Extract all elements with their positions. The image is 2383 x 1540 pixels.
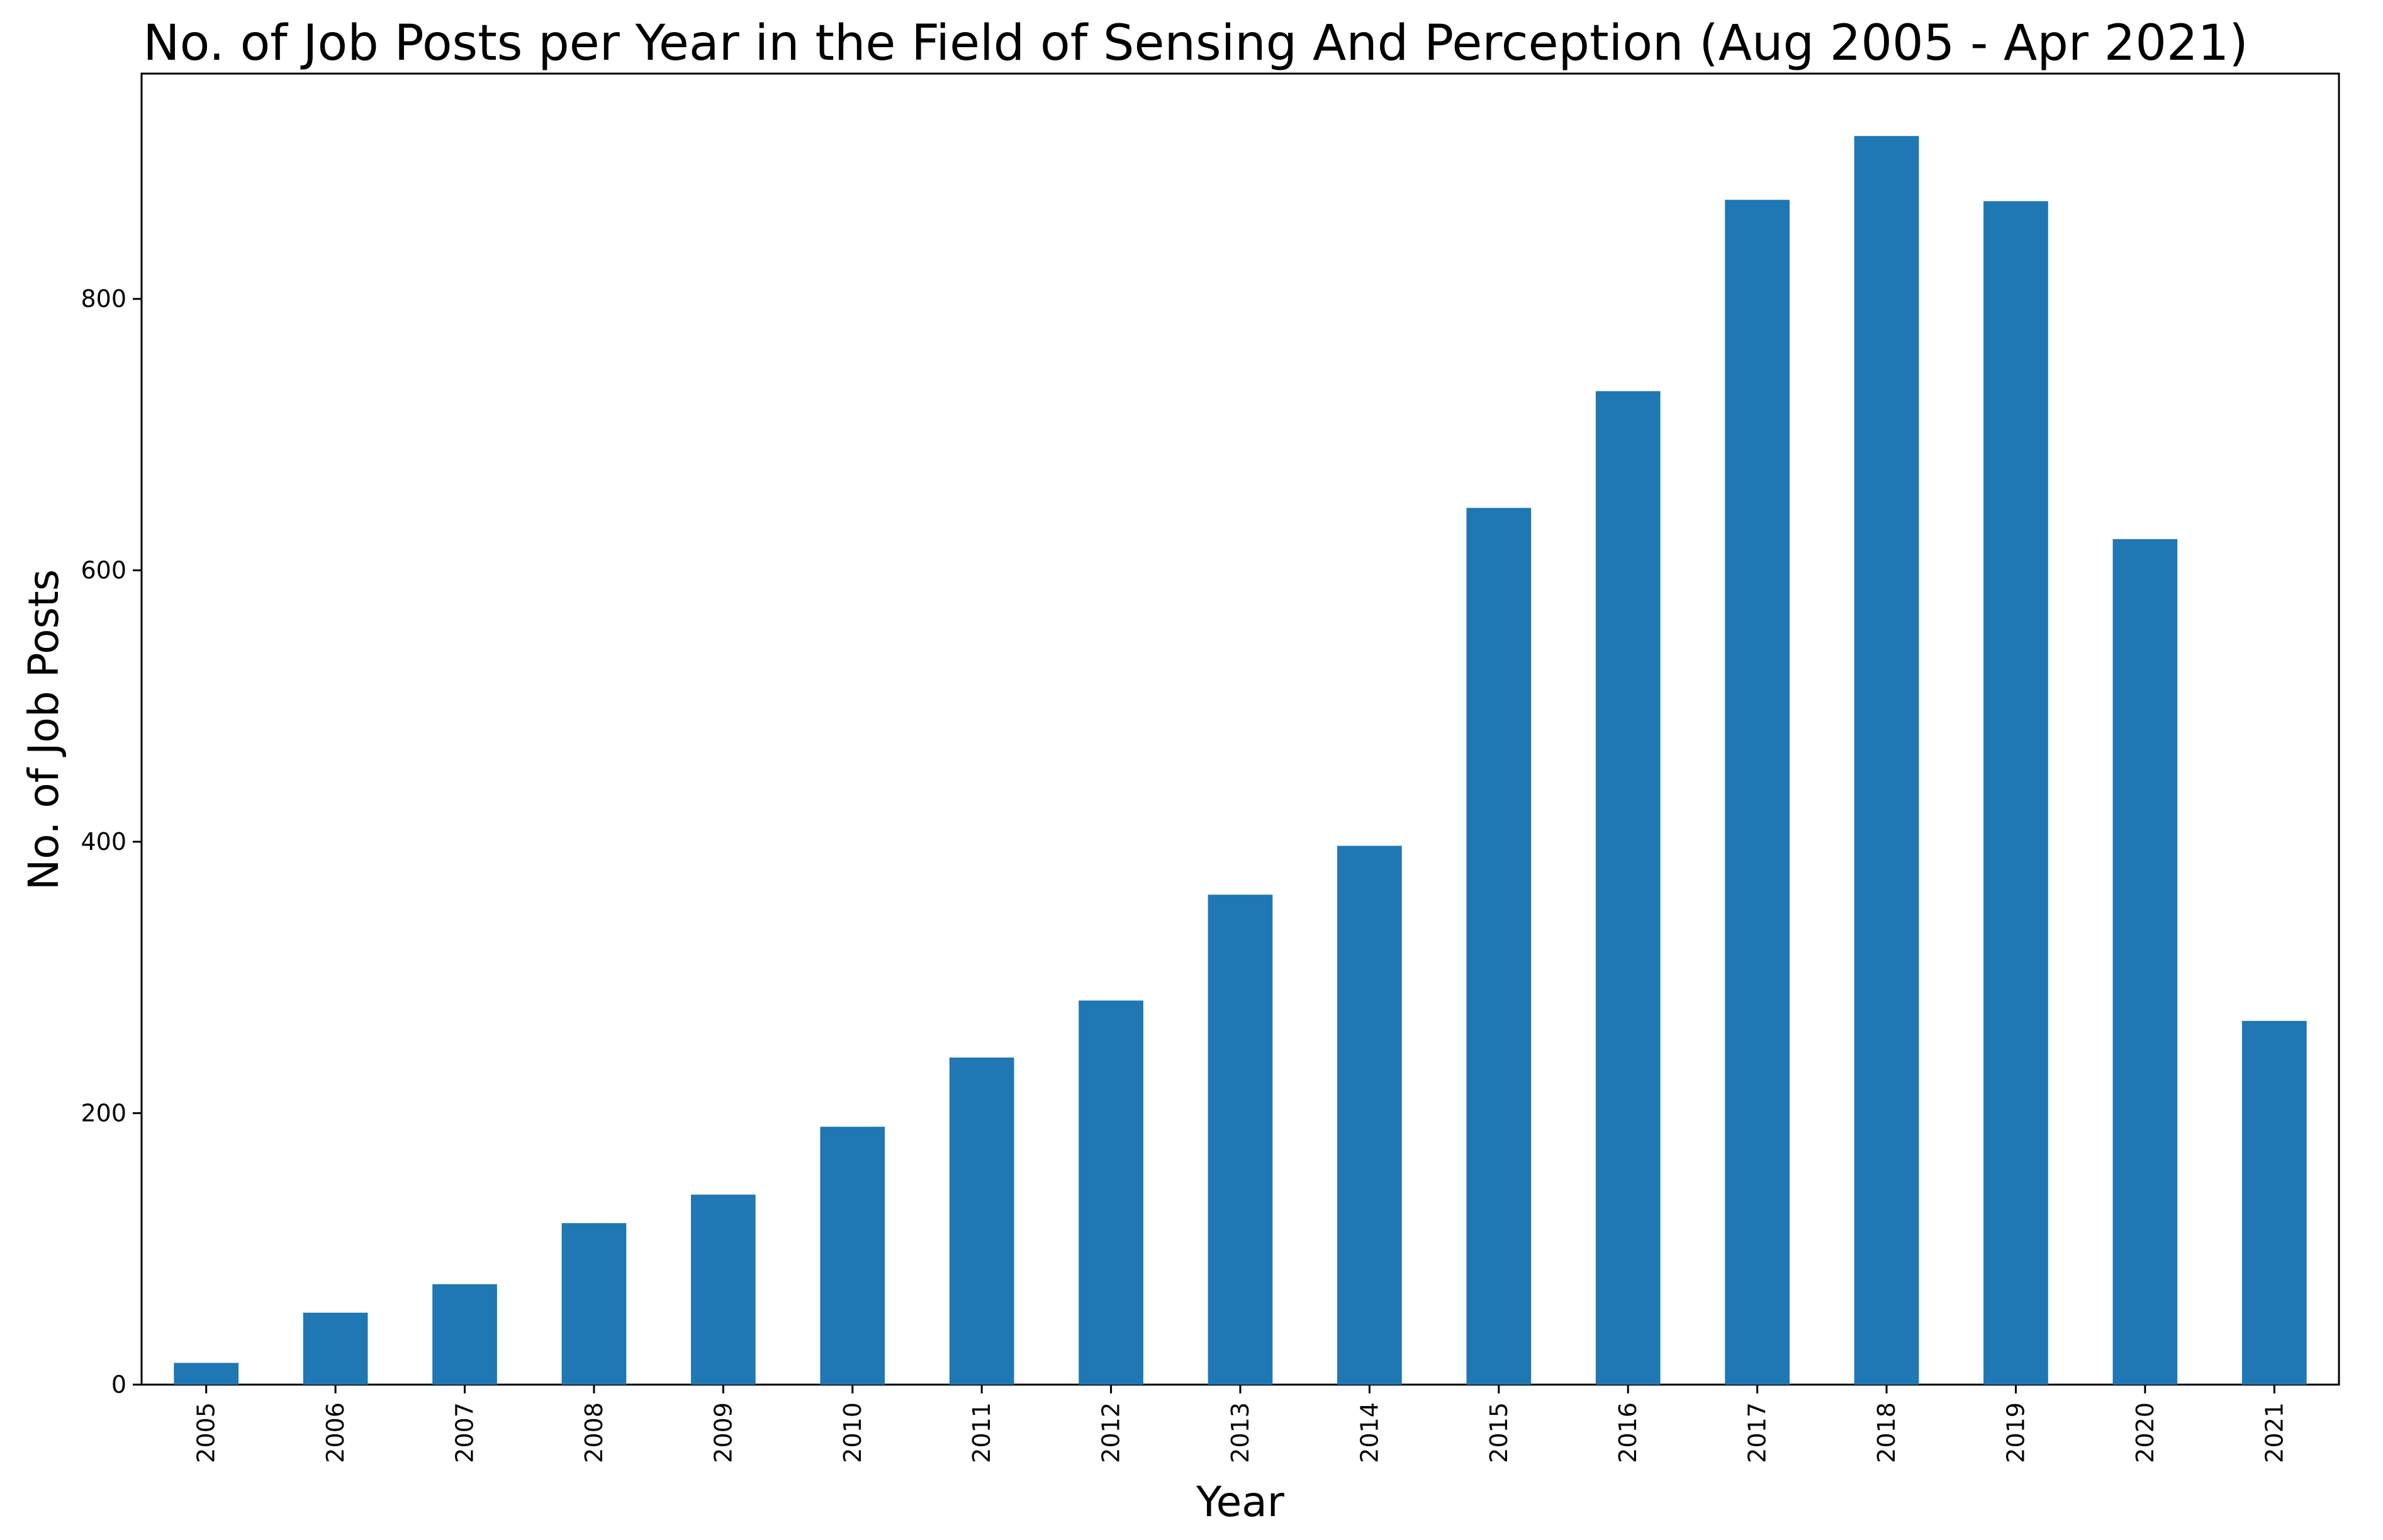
x-tick-label: 2021 bbox=[2260, 1402, 2288, 1463]
x-tick-label: 2015 bbox=[1485, 1402, 1513, 1463]
x-tick-label: 2020 bbox=[2131, 1402, 2159, 1463]
x-axis-label: Year bbox=[1196, 1478, 1285, 1526]
x-tick-label: 2011 bbox=[968, 1402, 995, 1463]
y-tick-label: 800 bbox=[81, 285, 126, 313]
x-tick-label: 2010 bbox=[839, 1402, 866, 1463]
x-tick-label: 2009 bbox=[709, 1402, 737, 1463]
y-tick-label: 600 bbox=[81, 557, 126, 584]
bar-2013 bbox=[1208, 895, 1273, 1385]
x-tick-label: 2006 bbox=[322, 1402, 349, 1463]
bar-2016 bbox=[1595, 391, 1661, 1385]
bar-2020 bbox=[2112, 538, 2178, 1385]
bar-2014 bbox=[1337, 845, 1402, 1385]
bar-2012 bbox=[1079, 1000, 1143, 1385]
bar-2005 bbox=[174, 1363, 239, 1385]
x-axis-ticks: 2005 2006 2007 2008 2009 2010 2011 2012 2013 2014… bbox=[193, 1385, 2288, 1463]
x-tick-label: 2008 bbox=[580, 1402, 608, 1463]
bar-2017 bbox=[1725, 199, 1790, 1385]
y-tick-label: 400 bbox=[81, 828, 126, 856]
y-axis-label: No. of Job Posts bbox=[20, 569, 68, 890]
bar-2007 bbox=[432, 1284, 497, 1385]
bar-2021 bbox=[2241, 1020, 2307, 1385]
bar-2006 bbox=[303, 1312, 368, 1385]
x-tick-label: 2017 bbox=[1744, 1402, 1771, 1463]
bar-2018 bbox=[1854, 136, 1919, 1385]
bar-2009 bbox=[691, 1194, 756, 1385]
y-tick-label: 0 bbox=[111, 1371, 126, 1398]
y-tick-label: 200 bbox=[81, 1100, 126, 1127]
x-tick-label: 2007 bbox=[451, 1402, 479, 1463]
x-tick-label: 2018 bbox=[1873, 1402, 1900, 1463]
bar-2011 bbox=[949, 1057, 1014, 1385]
x-tick-label: 2014 bbox=[1355, 1402, 1383, 1463]
bar-2019 bbox=[1983, 201, 2048, 1385]
bar-2008 bbox=[561, 1223, 627, 1385]
x-tick-label: 2019 bbox=[2002, 1402, 2029, 1463]
bar-group bbox=[174, 136, 2307, 1385]
x-tick-label: 2013 bbox=[1226, 1402, 1254, 1463]
y-axis-ticks: 0 200 400 600 800 bbox=[81, 285, 142, 1398]
x-tick-label: 2016 bbox=[1614, 1402, 1642, 1463]
x-tick-label: 2012 bbox=[1097, 1402, 1125, 1463]
bar-2010 bbox=[820, 1127, 885, 1385]
x-tick-label: 2005 bbox=[193, 1402, 220, 1463]
chart-title: No. of Job Posts per Year in the Field o… bbox=[143, 15, 2248, 72]
bar-2015 bbox=[1466, 508, 1532, 1385]
